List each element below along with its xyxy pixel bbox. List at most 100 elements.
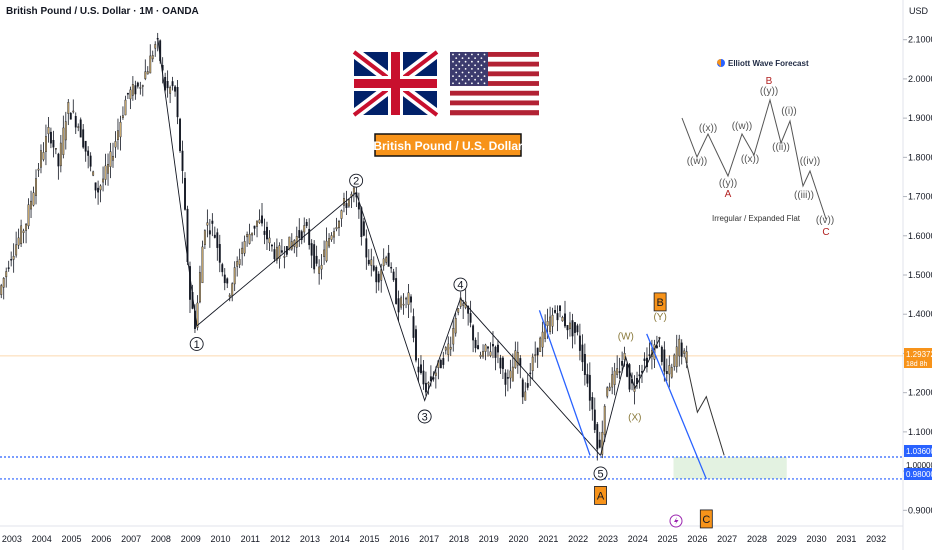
candle-body bbox=[283, 256, 286, 258]
us-flag-icon bbox=[450, 52, 539, 116]
us-flag-stripe bbox=[450, 66, 539, 72]
elliott-wave-forecast-logo: Elliott Wave Forecast bbox=[717, 59, 809, 68]
logo-text: Elliott Wave Forecast bbox=[728, 59, 809, 68]
y-tick-label: 2.10000 bbox=[908, 35, 932, 45]
us-flag-star bbox=[464, 75, 467, 77]
us-flag-star bbox=[458, 82, 461, 85]
inset-label: ((w)) bbox=[732, 121, 753, 132]
candle-body bbox=[196, 302, 199, 328]
candle-body bbox=[405, 297, 407, 300]
x-tick-label: 2027 bbox=[717, 534, 737, 544]
candle-body bbox=[564, 313, 566, 327]
candle-body bbox=[20, 225, 23, 245]
candle-body bbox=[221, 264, 224, 273]
x-tick-label: 2005 bbox=[62, 534, 82, 544]
us-flag-stripe bbox=[450, 95, 539, 101]
lightning-icon[interactable] bbox=[669, 514, 683, 528]
candle-body bbox=[571, 320, 574, 337]
us-flag-star bbox=[458, 53, 461, 56]
us-flag-stripe bbox=[450, 56, 539, 62]
us-flag-stripe bbox=[450, 81, 539, 87]
candle-body bbox=[261, 215, 263, 224]
candle-body bbox=[559, 305, 561, 312]
us-flag-stripe bbox=[450, 76, 539, 82]
candle-body bbox=[223, 274, 226, 284]
candle-body bbox=[136, 82, 139, 87]
candle-body bbox=[454, 317, 457, 334]
y-tick-label: 1.40000 bbox=[908, 309, 932, 319]
candle-body bbox=[345, 203, 348, 208]
x-tick-label: 2009 bbox=[181, 534, 201, 544]
us-flag-star bbox=[480, 64, 483, 67]
candle-body bbox=[27, 204, 30, 227]
candle-body bbox=[17, 237, 20, 246]
box-C bbox=[699, 509, 713, 529]
candle-body bbox=[7, 267, 10, 269]
candle-body bbox=[382, 258, 385, 267]
candle-body bbox=[32, 192, 35, 206]
us-flag-stripe bbox=[450, 71, 539, 77]
candle-body bbox=[320, 264, 323, 270]
candle-body bbox=[35, 178, 37, 196]
us-flag-star bbox=[477, 60, 480, 63]
candle-body bbox=[347, 199, 350, 207]
candle-body bbox=[385, 257, 388, 263]
us-flag-star bbox=[477, 53, 480, 56]
candle-body bbox=[420, 364, 422, 374]
y-tick-label: 1.60000 bbox=[908, 231, 932, 241]
candle-body bbox=[226, 278, 229, 284]
candle-body bbox=[330, 235, 333, 240]
us-flag-star bbox=[474, 71, 476, 74]
candle-body bbox=[474, 339, 477, 349]
candle-body bbox=[370, 259, 373, 266]
inset-label: ((y)) bbox=[719, 178, 737, 189]
candle-body bbox=[273, 249, 276, 260]
candle-body bbox=[643, 358, 646, 361]
x-tick-label: 2004 bbox=[32, 534, 52, 544]
candlestick-series bbox=[0, 32, 688, 461]
current-price-value: 1.29372 bbox=[906, 350, 932, 359]
candle-body bbox=[176, 87, 179, 118]
banner-box bbox=[374, 133, 522, 157]
us-flag-star bbox=[483, 82, 486, 85]
us-flag-star bbox=[455, 57, 458, 59]
level-a-tag bbox=[904, 445, 932, 457]
candle-body bbox=[151, 55, 154, 60]
candle-body bbox=[427, 382, 430, 385]
candle-body bbox=[218, 244, 221, 263]
candle-body bbox=[338, 221, 340, 229]
candle-body bbox=[325, 240, 328, 262]
candle-body bbox=[89, 155, 92, 167]
candle-body bbox=[131, 84, 134, 96]
x-tick-label: 2028 bbox=[747, 534, 767, 544]
candle-body bbox=[588, 374, 591, 401]
candle-body bbox=[74, 116, 77, 128]
candle-body bbox=[387, 252, 390, 267]
candle-body bbox=[211, 220, 214, 224]
x-tick-label: 2022 bbox=[568, 534, 588, 544]
inset-label: ((y)) bbox=[760, 86, 778, 97]
wave-circle bbox=[349, 173, 364, 188]
candle-body bbox=[30, 200, 32, 210]
candle-body bbox=[72, 110, 75, 113]
candle-body bbox=[109, 151, 112, 167]
candle-body bbox=[375, 267, 378, 283]
us-flag-star bbox=[467, 64, 470, 67]
candle-body bbox=[59, 142, 62, 167]
us-flag-star bbox=[483, 60, 486, 63]
candle-body bbox=[57, 153, 60, 167]
candle-body bbox=[117, 130, 119, 140]
candle-body bbox=[663, 349, 666, 372]
price-levels bbox=[0, 355, 903, 480]
us-flag-star bbox=[483, 75, 486, 77]
candle-body bbox=[10, 259, 13, 261]
us-flag-star bbox=[480, 71, 483, 74]
candle-body bbox=[496, 344, 499, 353]
us-flag-star bbox=[452, 82, 454, 85]
candle-body bbox=[305, 221, 308, 226]
x-tick-label: 2013 bbox=[300, 534, 320, 544]
candle-body bbox=[84, 140, 87, 152]
candle-body bbox=[52, 140, 55, 148]
